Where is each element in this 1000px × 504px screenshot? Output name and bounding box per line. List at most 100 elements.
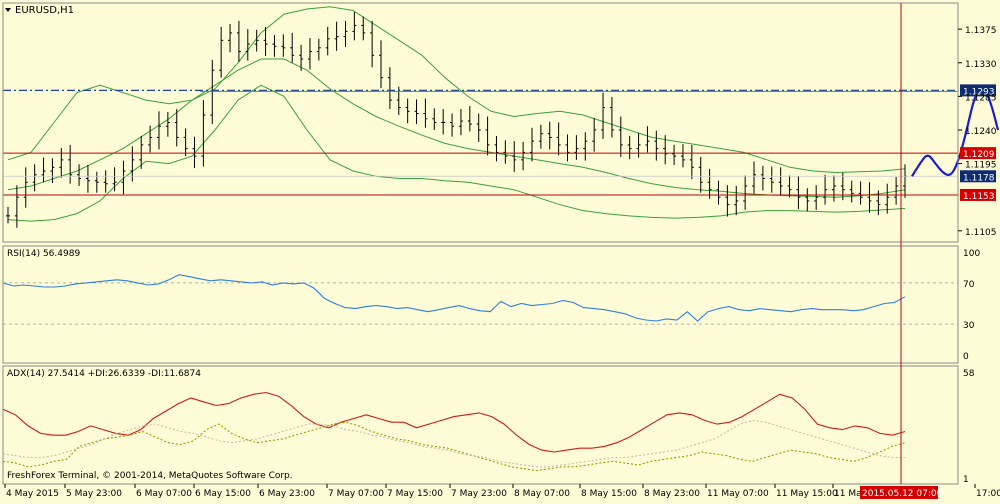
rsi-line — [2, 274, 906, 322]
time-axis-label: 8 May 07:00 — [514, 489, 570, 499]
price-bar — [565, 134, 570, 162]
price-bar — [778, 167, 783, 195]
rsi-title: RSI(14) 56.4989 — [7, 249, 80, 259]
adx-axis-label: 58 — [963, 369, 975, 379]
price-bar — [663, 135, 668, 165]
cursor-time-label-bg — [860, 486, 938, 499]
price-bar — [23, 167, 28, 208]
copyright-text: FreshForex Terminal, © 2001-2014, MetaQu… — [7, 471, 293, 481]
price-bar — [263, 26, 268, 57]
price-bar — [503, 140, 508, 164]
price-bar — [707, 168, 712, 199]
price-bar — [805, 188, 810, 212]
adx-axis-label: 1 — [963, 475, 969, 485]
price-bar — [609, 97, 614, 138]
price-bar — [734, 185, 739, 216]
price-bar — [485, 116, 490, 156]
time-axis-label: 7 May 15:00 — [387, 489, 443, 499]
price-bar — [672, 144, 677, 166]
price-bar — [796, 176, 801, 210]
price-bar — [156, 111, 161, 150]
price-bar — [743, 175, 748, 210]
price-bar — [494, 135, 499, 162]
price-bar — [41, 157, 46, 183]
level-label-bg — [960, 84, 996, 97]
price-bar — [307, 38, 312, 70]
price-bar — [299, 44, 304, 71]
price-bar — [752, 161, 757, 194]
price-bar — [14, 185, 19, 228]
main-pane-frame — [2, 2, 959, 243]
current-price-label: 1.1178 — [963, 173, 995, 183]
price-bar — [174, 109, 179, 147]
price-bar — [760, 165, 765, 191]
price-bar — [423, 98, 428, 128]
price-bar — [68, 144, 73, 184]
price-bar — [769, 166, 774, 193]
price-bar — [343, 20, 348, 48]
price-bar — [77, 164, 82, 186]
price-bar — [192, 136, 197, 169]
time-axis-label: 7 May 23:00 — [451, 489, 507, 499]
current-price-label-bg — [960, 170, 996, 183]
price-bar — [32, 164, 37, 192]
bollinger-middle-line — [7, 58, 906, 198]
price-bar — [165, 112, 170, 137]
price-bar — [654, 130, 659, 161]
price-bar — [130, 146, 135, 182]
price-bar — [112, 167, 117, 192]
time-axis-label: 6 May 23:00 — [259, 489, 315, 499]
price-bar — [414, 99, 419, 124]
price-axis-label: 1.1285 — [965, 93, 997, 103]
time-axis-label: 17:00 — [976, 489, 1000, 499]
price-bar — [272, 35, 277, 57]
price-bar — [245, 29, 250, 61]
price-bar — [885, 183, 890, 214]
price-bar — [645, 126, 650, 153]
price-bar — [121, 160, 126, 195]
price-bar — [538, 124, 543, 149]
price-bar — [867, 182, 872, 213]
price-bar — [858, 181, 863, 205]
price-bar — [840, 172, 845, 201]
time-axis-label: 11 May 15:00 — [776, 489, 838, 499]
price-bar — [325, 26, 330, 56]
price-bar — [725, 185, 730, 217]
main-chart-title: EURUSD,H1 — [15, 5, 74, 16]
price-bar — [201, 100, 206, 167]
bollinger-lower-line — [7, 84, 906, 222]
price-bar — [556, 122, 561, 156]
price-bar — [574, 135, 579, 160]
price-bar — [583, 132, 588, 161]
price-bar — [50, 158, 55, 183]
price-bar — [103, 170, 108, 193]
price-bar — [387, 67, 392, 110]
time-axis-label: 11 May 07:00 — [707, 489, 769, 499]
price-bar — [547, 121, 552, 150]
price-bar — [814, 185, 819, 210]
price-bar — [512, 141, 517, 172]
price-bar — [601, 92, 606, 139]
price-bar — [618, 116, 623, 157]
price-bar — [183, 128, 188, 157]
adx-line — [2, 391, 906, 453]
price-bar — [823, 174, 828, 205]
price-bar — [680, 144, 685, 168]
level-label: 1.1209 — [963, 150, 995, 160]
price-bar — [352, 11, 357, 41]
price-bar — [85, 165, 90, 193]
price-bar — [6, 206, 10, 224]
price-axis-label: 1.1375 — [965, 26, 997, 36]
symbol-dropdown-icon[interactable] — [5, 8, 11, 12]
adx-title: ADX(14) 27.5414 +DI:26.6339 -DI:11.6874 — [7, 369, 201, 379]
time-axis-label: 7 May 07:00 — [328, 489, 384, 499]
price-bar — [716, 180, 721, 205]
price-bar — [254, 29, 259, 52]
price-bar — [370, 20, 375, 68]
level-label: 1.1153 — [963, 192, 995, 202]
price-bar — [281, 34, 286, 57]
level-label-bg — [960, 188, 996, 201]
price-bar — [432, 108, 437, 130]
